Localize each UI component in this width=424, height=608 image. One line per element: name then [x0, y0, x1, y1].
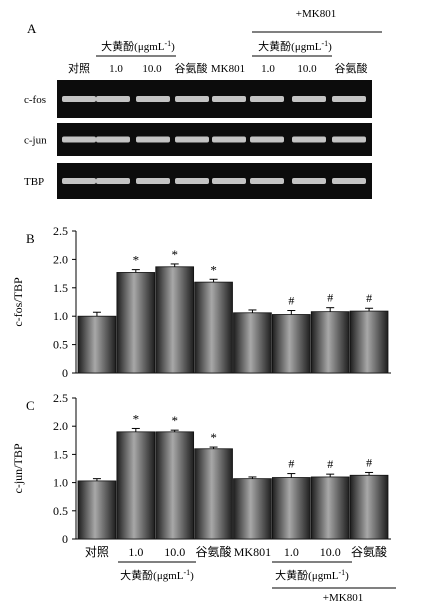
- gel-band: [62, 178, 96, 184]
- gel-band: [175, 96, 209, 102]
- gel-band: [292, 96, 326, 102]
- bar: [271, 477, 311, 540]
- gel-band: [96, 96, 130, 102]
- gel-band: [332, 96, 366, 102]
- gel-band: [175, 178, 209, 184]
- x-tick-label: 谷氨酸: [351, 544, 387, 559]
- group1-dahuangfen-label: 大黄酚(μgmL-1): [101, 39, 175, 53]
- bar: [233, 478, 272, 540]
- lane-label: 10.0: [142, 63, 162, 75]
- gel-band: [136, 96, 170, 102]
- significance-marker: #: [288, 294, 294, 308]
- significance-marker: *: [171, 413, 178, 428]
- gel-band: [212, 178, 246, 184]
- y-tick-label: 1.5: [53, 447, 68, 461]
- gene-label: c-jun: [24, 135, 47, 147]
- significance-marker: *: [133, 411, 140, 426]
- gel-band: [332, 136, 366, 143]
- gel-band: [292, 178, 326, 184]
- panel-label: B: [26, 231, 35, 246]
- bar: [194, 281, 233, 374]
- y-tick-label: 2.5: [53, 224, 68, 238]
- gel-band: [212, 96, 246, 102]
- bar: [271, 314, 311, 374]
- y-axis-label: c-jun/TBP: [11, 443, 25, 493]
- y-tick-label: 0: [62, 366, 68, 380]
- significance-marker: #: [327, 457, 333, 471]
- x-tick-label: 对照: [85, 545, 109, 559]
- bar: [155, 431, 195, 540]
- significance-marker: #: [366, 455, 372, 469]
- group2-dahuangfen-label: 大黄酚(μgmL-1): [258, 39, 332, 53]
- x-tick-label: MK801: [234, 545, 271, 559]
- gel-band: [96, 136, 130, 143]
- bar: [310, 311, 350, 374]
- y-tick-label: 0.5: [53, 338, 68, 352]
- gel-band: [96, 178, 130, 184]
- bar: [116, 431, 156, 540]
- gel-band: [292, 136, 326, 143]
- y-tick-label: 0: [62, 532, 68, 546]
- chart-panel-c: Cc-jun/TBP 0 0.5 1.0 1.5 2.0 2.5 * * * # # #: [11, 391, 391, 546]
- bar: [349, 310, 389, 374]
- gel-band: [175, 136, 209, 143]
- gel-band: [332, 178, 366, 184]
- bar: [77, 315, 117, 374]
- gel-band: [250, 136, 284, 143]
- y-tick-label: 2.5: [53, 391, 68, 405]
- bar: [194, 448, 233, 540]
- lane-label: 1.0: [109, 63, 123, 75]
- x-tick-label: 1.0: [128, 545, 143, 559]
- lane-label: 谷氨酸: [175, 61, 208, 75]
- gel-band: [212, 136, 246, 143]
- y-tick-label: 0.5: [53, 504, 68, 518]
- mk801-group-label: +MK801: [296, 8, 336, 20]
- bar: [116, 272, 156, 374]
- significance-marker: #: [366, 291, 372, 305]
- gel-band: [62, 136, 96, 143]
- lane-label: 对照: [68, 61, 90, 75]
- lane-label: MK801: [211, 63, 245, 75]
- panel-a-label: A: [27, 21, 37, 36]
- bottom-mk801-label: +MK801: [323, 592, 363, 604]
- gel-band: [136, 178, 170, 184]
- lane-label: 10.0: [297, 63, 317, 75]
- significance-marker: #: [327, 291, 333, 305]
- y-tick-label: 1.0: [53, 476, 68, 490]
- bar: [155, 266, 195, 374]
- significance-marker: *: [210, 430, 217, 445]
- bar: [233, 312, 272, 374]
- significance-marker: *: [210, 262, 217, 277]
- bar: [349, 474, 389, 540]
- bottom-group1-dahuangfen-label: 大黄酚(μgmL-1): [120, 568, 194, 582]
- gel-band: [62, 96, 96, 102]
- significance-marker: *: [171, 247, 178, 262]
- lane-label: 1.0: [261, 63, 275, 75]
- gel-band: [136, 136, 170, 143]
- x-tick-label: 10.0: [164, 545, 185, 559]
- panel-label: C: [26, 398, 35, 413]
- gene-label: c-fos: [24, 94, 46, 106]
- bar: [310, 476, 350, 540]
- y-tick-label: 2.0: [53, 252, 68, 266]
- gel-band: [250, 178, 284, 184]
- x-tick-label: 谷氨酸: [196, 544, 232, 559]
- x-tick-label: 1.0: [284, 545, 299, 559]
- significance-marker: #: [288, 457, 294, 471]
- y-tick-label: 2.0: [53, 419, 68, 433]
- bar: [77, 480, 117, 540]
- gel-band: [250, 96, 284, 102]
- y-axis-label: c-fos/TBP: [11, 277, 25, 327]
- x-tick-label: 10.0: [320, 545, 341, 559]
- gene-label: TBP: [24, 176, 44, 188]
- bottom-group2-dahuangfen-label: 大黄酚(μgmL-1): [275, 568, 349, 582]
- significance-marker: *: [133, 253, 140, 268]
- y-tick-label: 1.5: [53, 281, 68, 295]
- y-tick-label: 1.0: [53, 309, 68, 323]
- lane-label: 谷氨酸: [335, 61, 368, 75]
- chart-panel-b: Bc-fos/TBP 0 0.5 1.0 1.5 2.0 2.5 * * * # # #: [11, 224, 391, 380]
